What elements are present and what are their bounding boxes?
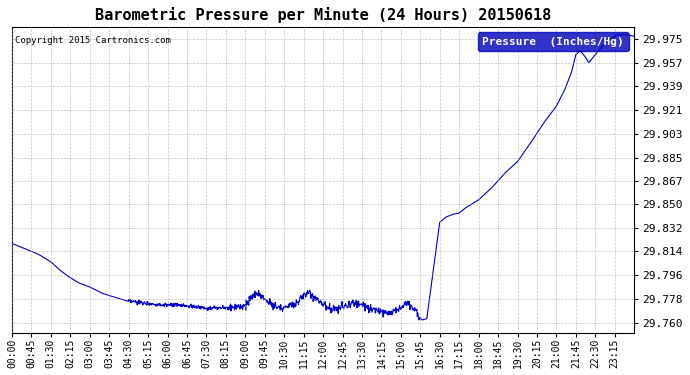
Text: Copyright 2015 Cartronics.com: Copyright 2015 Cartronics.com bbox=[15, 36, 171, 45]
Legend: Pressure  (Inches/Hg): Pressure (Inches/Hg) bbox=[478, 33, 629, 51]
Title: Barometric Pressure per Minute (24 Hours) 20150618: Barometric Pressure per Minute (24 Hours… bbox=[95, 7, 551, 23]
